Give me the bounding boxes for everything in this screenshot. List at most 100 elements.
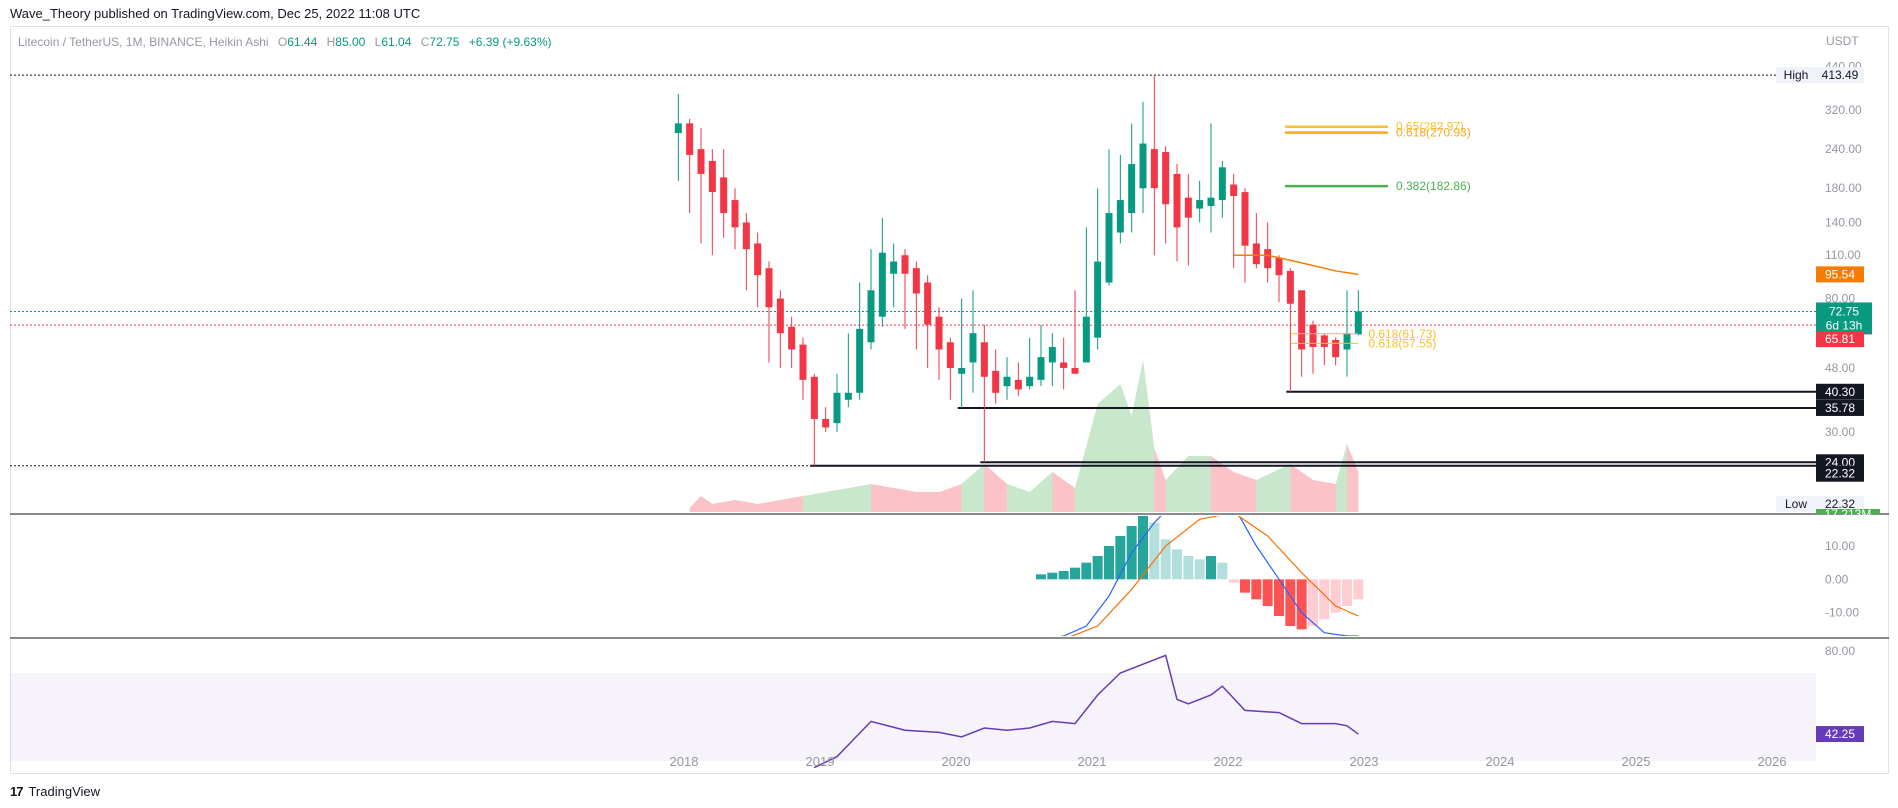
volume-label: 17.213M: [1825, 507, 1872, 521]
candle-body: [1094, 261, 1102, 338]
y-tick-label: 48.00: [1825, 361, 1855, 375]
volume-area-segment: [893, 488, 917, 512]
candle-body: [1082, 316, 1090, 363]
x-tick-label: 2026: [1758, 754, 1787, 769]
candle-body: [1037, 357, 1045, 380]
ema-price-label: 95.54: [1825, 267, 1855, 281]
high-tag-bg: [1776, 67, 1816, 84]
candle-body: [1320, 335, 1328, 348]
macd-histogram-bar: [1115, 536, 1126, 580]
macd-histogram-bar: [1036, 574, 1046, 580]
footer: 17 TradingView: [10, 784, 100, 799]
macd-y-tick-label: 10.00: [1825, 539, 1855, 553]
x-tick-label: 2024: [1486, 754, 1515, 769]
candle-body: [1309, 324, 1317, 348]
y-tick-label: 180.00: [1825, 181, 1862, 195]
candle-body: [1139, 143, 1147, 189]
low-tag-label: Low: [1785, 497, 1807, 511]
volume-area-segment: [1211, 456, 1234, 512]
open-price-label-bg: [1816, 331, 1864, 348]
rsi-value-label: 42.25: [1825, 727, 1855, 741]
signal-line: [1070, 516, 1359, 636]
candle-body: [992, 370, 1000, 393]
candle-body: [1003, 376, 1011, 387]
candle-body: [924, 282, 932, 325]
low-price-label: 22.32: [1825, 497, 1855, 511]
fib-level-label: 0.618(61.73): [1368, 327, 1436, 341]
candle-body: [1162, 151, 1170, 205]
high-value: 85.00: [335, 35, 366, 49]
macd-histogram-bar: [1172, 549, 1182, 580]
candle-body: [1048, 347, 1056, 363]
candle-body: [1105, 213, 1113, 283]
macd-y-tick-label: 0.00: [1825, 572, 1849, 586]
candle-body: [1196, 200, 1204, 209]
macd-histogram-bar: [1285, 579, 1296, 626]
macd-histogram-bar: [1353, 579, 1364, 600]
candle-body: [1026, 376, 1034, 387]
volume-area-segment: [1131, 360, 1143, 512]
candle-body: [708, 160, 716, 193]
y-tick-label: 110.00: [1825, 248, 1861, 262]
high-tag-label: High: [1784, 68, 1809, 82]
macd-histogram-bar: [1330, 579, 1341, 613]
candle-body: [844, 392, 852, 400]
candle-body: [1071, 368, 1079, 374]
low-tag-bg: [1776, 496, 1816, 512]
y-tick-label: 320.00: [1825, 103, 1862, 117]
macd-histogram-bar: [1206, 556, 1216, 580]
publisher-line: Wave_Theory published on TradingView.com…: [10, 6, 421, 21]
candle-body: [958, 368, 966, 374]
rsi-line: [814, 654, 1359, 769]
volume-area-segment: [701, 496, 713, 512]
macd-histogram-bar: [1058, 571, 1069, 580]
volume-area-segment: [1233, 472, 1257, 512]
candle-body: [1060, 362, 1068, 368]
volume-area-segment: [916, 492, 939, 512]
candle-body: [1252, 243, 1260, 265]
support-price-label-bg: [1816, 465, 1864, 482]
close-label: C: [420, 35, 430, 49]
volume-area-segment: [1075, 404, 1098, 512]
x-tick-label: 2021: [1078, 754, 1107, 769]
volume-area-segment: [1335, 444, 1347, 512]
candle-body: [867, 290, 875, 343]
candle-body: [731, 200, 739, 228]
volume-area-segment: [961, 464, 985, 512]
candle-body: [1014, 379, 1022, 390]
macd-histogram-bar: [1081, 562, 1092, 580]
y-tick-label: 30.00: [1825, 425, 1855, 439]
candle-body: [822, 418, 830, 428]
macd-histogram-bar: [1240, 579, 1250, 593]
candle-body: [856, 328, 864, 393]
last-price-bg: [1816, 302, 1872, 335]
x-tick-label: 2020: [942, 754, 971, 769]
support-price-label: 35.78: [1825, 401, 1855, 415]
macd-histogram-bar: [1047, 572, 1058, 580]
candle-body: [946, 342, 954, 368]
volume-area-segment: [1052, 472, 1075, 512]
volume-area-segment: [1007, 484, 1030, 512]
candle-body: [980, 342, 988, 377]
low-value: 61.04: [381, 35, 412, 49]
candle-body: [754, 243, 762, 276]
ema-line: [1233, 254, 1359, 276]
macd-histogram-bar: [1160, 539, 1171, 580]
candle-body: [1230, 184, 1238, 197]
candle-body: [1184, 197, 1192, 218]
macd-histogram-bar: [1308, 579, 1318, 626]
candle-body: [833, 392, 841, 424]
symbol-name: Litecoin / TetherUS, 1M, BINANCE, Heikin…: [18, 35, 269, 49]
volume-area-segment: [871, 484, 894, 512]
candle-body: [935, 316, 943, 350]
macd-histogram-bar: [1342, 579, 1352, 606]
candle-body: [776, 298, 784, 334]
macd-histogram-bar: [1138, 516, 1148, 580]
volume-area-segment: [1290, 464, 1313, 512]
macd-histogram-bar: [1070, 567, 1080, 580]
candle-body: [1207, 197, 1215, 206]
volume-area-segment: [712, 500, 735, 512]
volume-area-segment: [689, 496, 701, 512]
candle-body: [1286, 270, 1294, 304]
